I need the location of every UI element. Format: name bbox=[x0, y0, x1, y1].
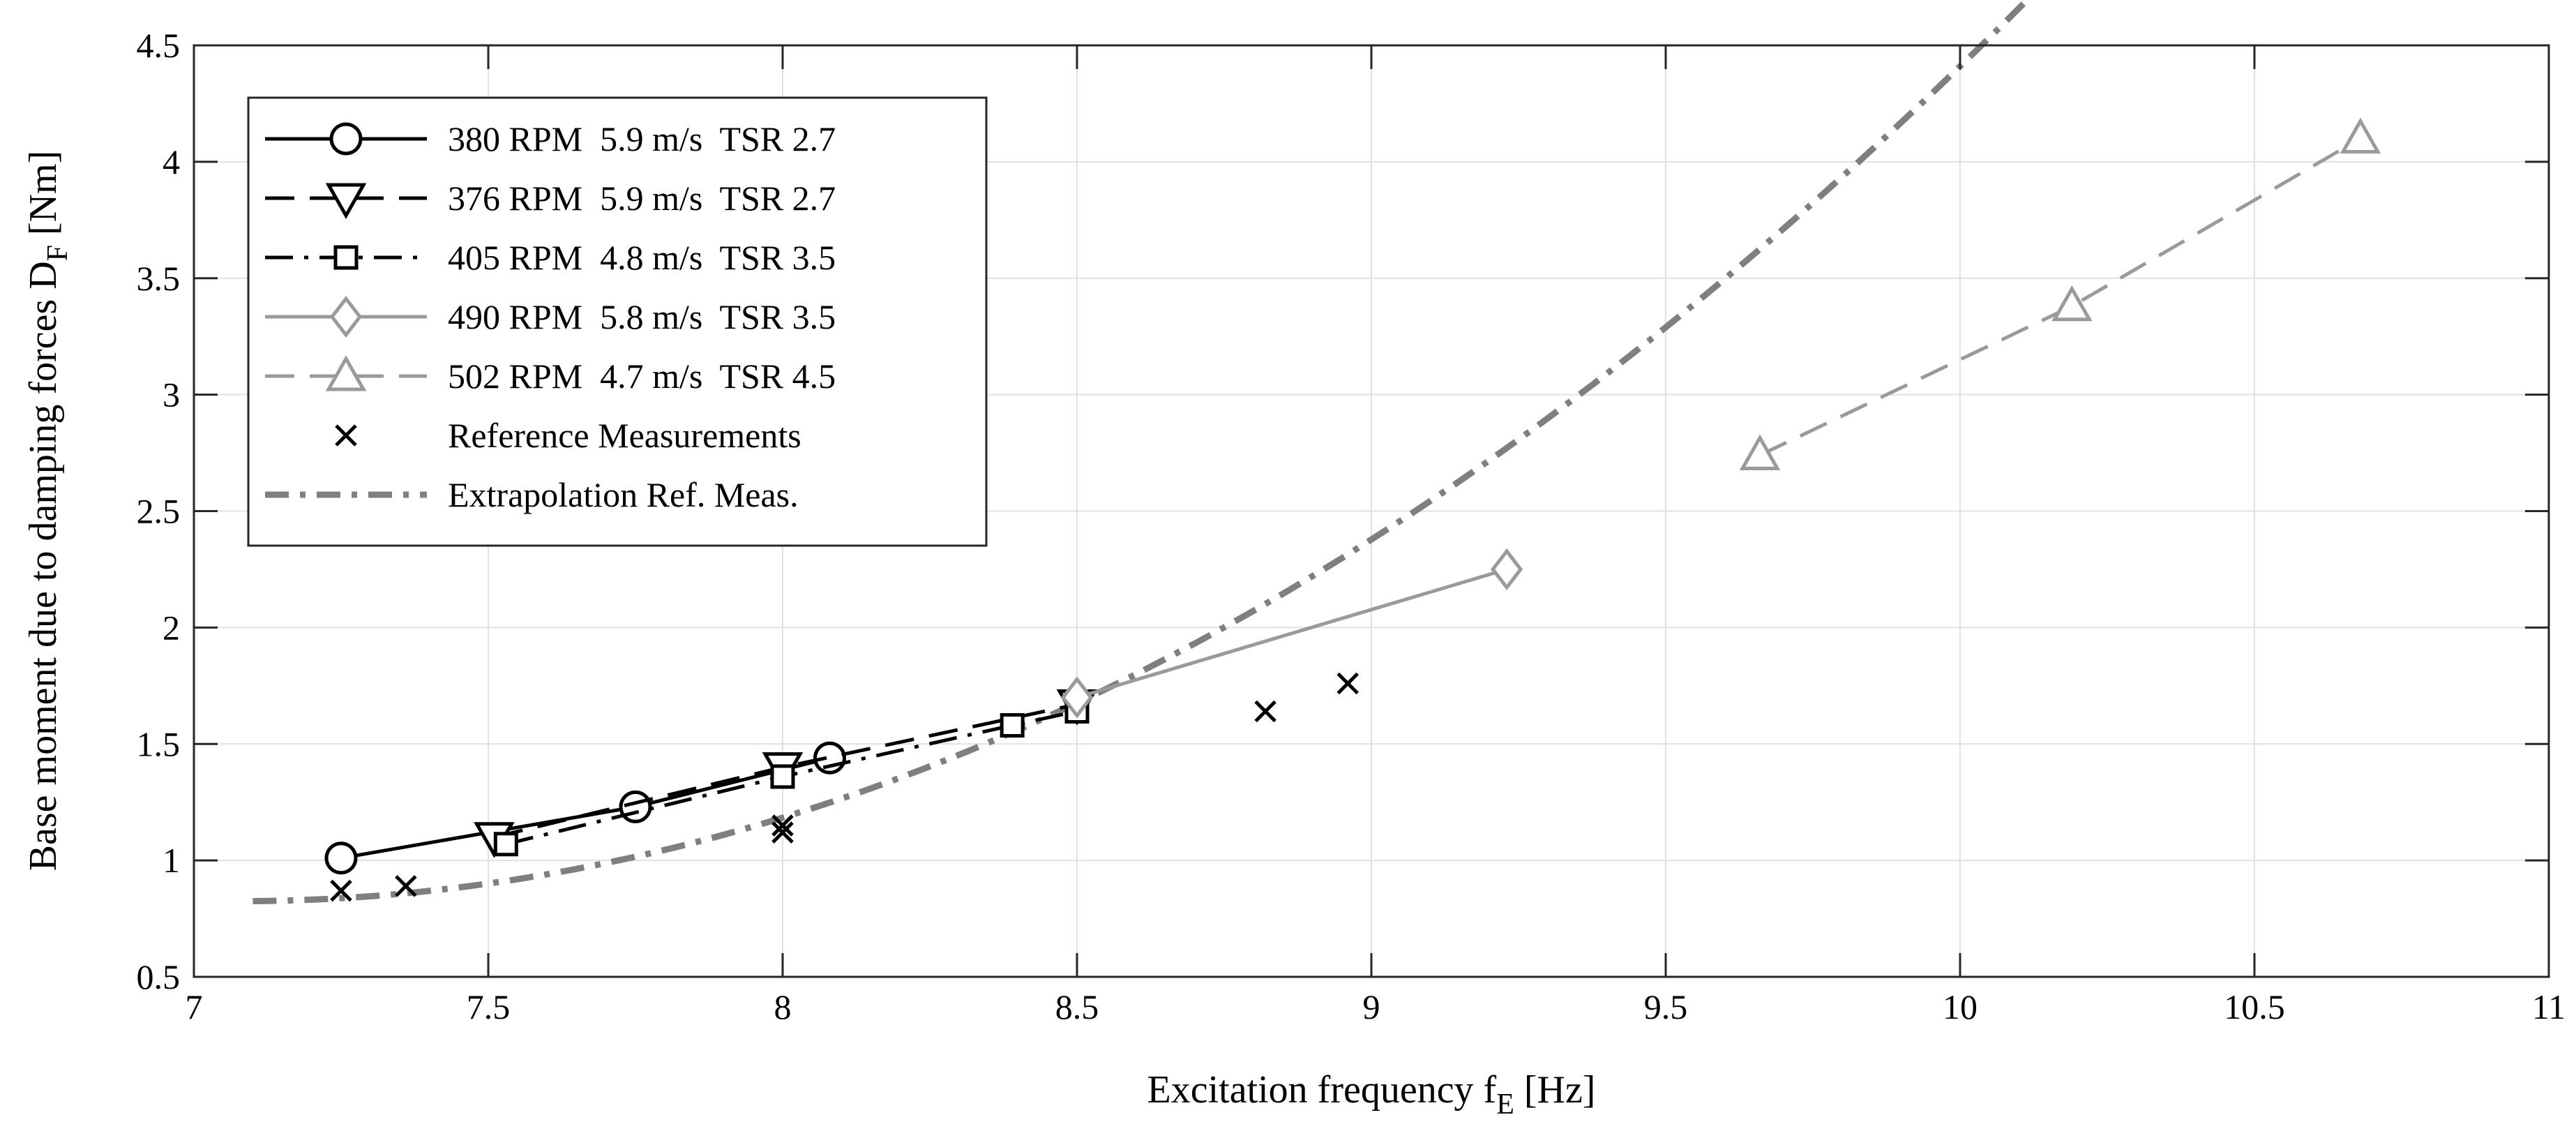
y-tick-label: 3.5 bbox=[137, 259, 181, 298]
data-point bbox=[1336, 672, 1359, 695]
x-tick-label: 8 bbox=[774, 987, 792, 1026]
legend-marker bbox=[329, 295, 363, 338]
legend-marker bbox=[325, 183, 367, 220]
legend-marker bbox=[335, 424, 357, 447]
legend-marker bbox=[333, 245, 359, 270]
legend-entry: 380 RPM 5.9 m/s TSR 2.7 bbox=[265, 119, 836, 158]
legend-entry: Extrapolation Ref. Meas. bbox=[265, 475, 799, 514]
legend-label: Extrapolation Ref. Meas. bbox=[448, 475, 799, 514]
series-line bbox=[1758, 137, 2362, 457]
legend-label: 490 RPM 5.8 m/s TSR 3.5 bbox=[448, 297, 836, 336]
series-1 bbox=[324, 741, 847, 875]
legend-entry: 502 RPM 4.7 m/s TSR 4.5 bbox=[265, 354, 836, 396]
ticks: 7 7.5 8 8.5 9 9.5 10 10.5 11 0.5 1 1.5 2 2.5 3 3.5 4 4.5 bbox=[137, 26, 2566, 1026]
data-point bbox=[2340, 117, 2381, 154]
y-tick-label: 4 bbox=[163, 142, 180, 181]
x-axis-title-subscript: E bbox=[1496, 1088, 1514, 1121]
y-tick-label: 3 bbox=[163, 375, 180, 414]
legend-marker bbox=[325, 354, 367, 391]
legend-entry: 405 RPM 4.8 m/s TSR 3.5 bbox=[265, 238, 836, 277]
data-point bbox=[1060, 676, 1094, 719]
series-line bbox=[505, 710, 1078, 846]
data-point bbox=[395, 875, 417, 897]
y-tick-label: 1.5 bbox=[137, 724, 181, 763]
legend-entry: 376 RPM 5.9 m/s TSR 2.7 bbox=[265, 179, 836, 220]
series-layer bbox=[253, 0, 2381, 904]
y-tick-label: 2 bbox=[163, 608, 180, 647]
series-4 bbox=[1060, 548, 1523, 719]
legend-label: 502 RPM 4.7 m/s TSR 4.5 bbox=[448, 357, 836, 396]
y-tick-label: 1 bbox=[163, 841, 180, 880]
x-axis-title: Excitation frequency fE [Hz] bbox=[1147, 1068, 1596, 1121]
data-point bbox=[493, 832, 518, 857]
x-tick-label: 7 bbox=[186, 987, 203, 1026]
x-tick-label: 8.5 bbox=[1055, 987, 1099, 1026]
y-axis-title: Base moment due to damping forces DF [Nm… bbox=[22, 151, 74, 871]
data-point bbox=[770, 764, 795, 789]
legend: 380 RPM 5.9 m/s TSR 2.7 376 RPM 5.9 m/s T… bbox=[247, 96, 988, 547]
data-point bbox=[330, 879, 352, 902]
data-point bbox=[771, 821, 794, 844]
series-5 bbox=[1739, 117, 2381, 470]
legend-entry: 490 RPM 5.8 m/s TSR 3.5 bbox=[265, 295, 836, 338]
series-line bbox=[1076, 567, 1507, 699]
legend-label: 376 RPM 5.9 m/s TSR 2.7 bbox=[448, 179, 836, 218]
data-point bbox=[1490, 548, 1523, 591]
data-point bbox=[771, 814, 794, 837]
y-tick-label: 2.5 bbox=[137, 492, 181, 531]
data-point bbox=[2051, 285, 2093, 322]
data-point bbox=[1000, 713, 1025, 738]
legend-box bbox=[247, 96, 988, 547]
data-point bbox=[1739, 434, 1781, 470]
legend-label: 380 RPM 5.9 m/s TSR 2.7 bbox=[448, 119, 836, 158]
x-tick-label: 11 bbox=[2532, 987, 2566, 1026]
x-tick-label: 10.5 bbox=[2224, 987, 2285, 1026]
x-tick-label: 9.5 bbox=[1644, 987, 1688, 1026]
x-tick-label: 9 bbox=[1363, 987, 1380, 1026]
legend-marker bbox=[329, 122, 363, 156]
x-tick-label: 10 bbox=[1943, 987, 1978, 1026]
x-tick-label: 7.5 bbox=[467, 987, 511, 1026]
series-6 bbox=[330, 672, 1359, 902]
data-point bbox=[1254, 700, 1276, 723]
data-point bbox=[324, 841, 358, 875]
y-tick-label: 4.5 bbox=[137, 26, 181, 65]
legend-entry: Reference Measurements bbox=[335, 416, 801, 455]
legend-label: 405 RPM 4.8 m/s TSR 3.5 bbox=[448, 238, 836, 277]
y-axis-title-subscript: F bbox=[42, 245, 74, 261]
y-tick-label: 0.5 bbox=[137, 957, 181, 996]
legend-label: Reference Measurements bbox=[448, 416, 801, 455]
